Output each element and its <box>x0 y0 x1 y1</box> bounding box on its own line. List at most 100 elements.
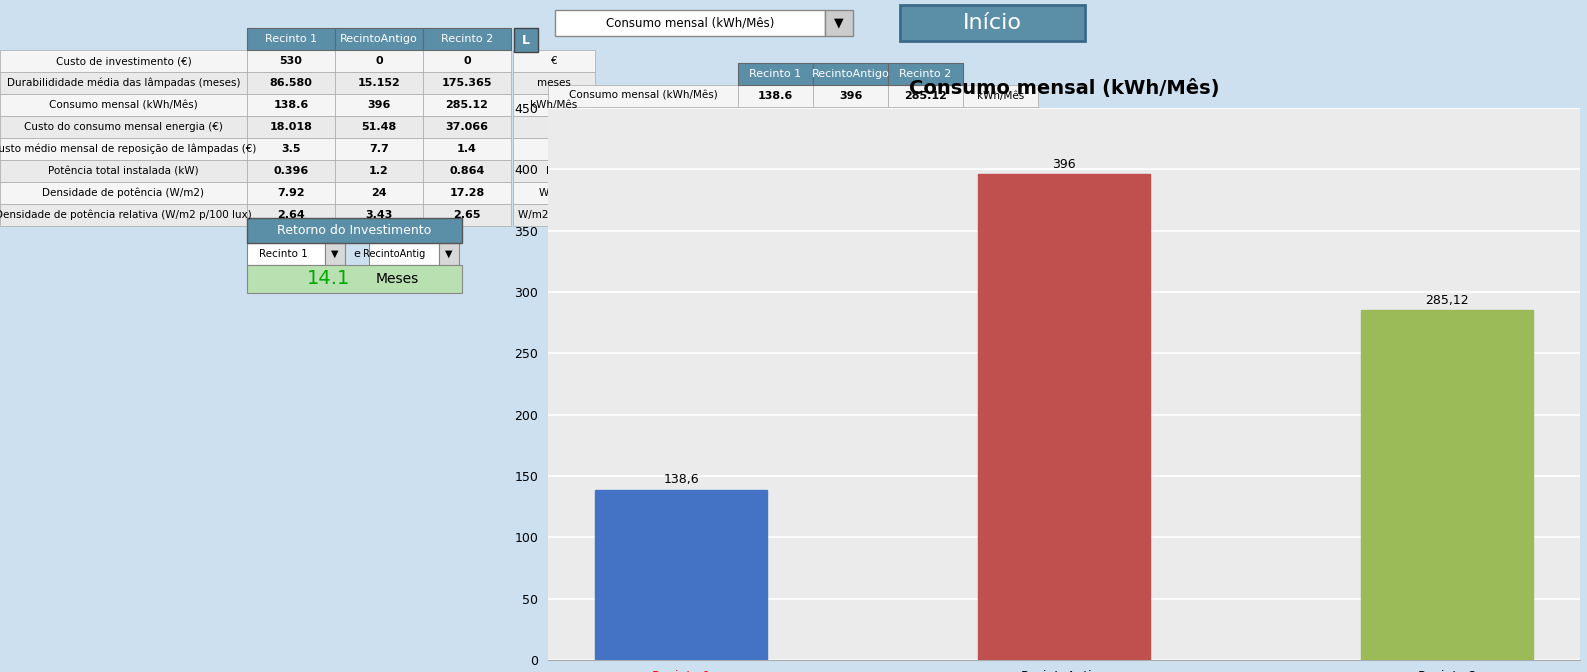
Text: €: € <box>551 56 557 66</box>
Bar <box>248 243 325 265</box>
Text: 17.28: 17.28 <box>449 188 484 198</box>
Bar <box>0 160 248 182</box>
Bar <box>335 160 424 182</box>
Text: 24: 24 <box>371 188 387 198</box>
Bar <box>248 28 335 50</box>
Bar <box>424 204 511 226</box>
Text: Recinto 2: Recinto 2 <box>900 69 952 79</box>
Text: Densidade de potência relativa (W/m2 p/100 lux): Densidade de potência relativa (W/m2 p/1… <box>0 210 252 220</box>
Text: Meses: Meses <box>376 272 419 286</box>
Text: Consumo mensal (kWh/Mês): Consumo mensal (kWh/Mês) <box>49 100 198 110</box>
Bar <box>825 10 852 36</box>
Text: 7.7: 7.7 <box>370 144 389 154</box>
Bar <box>813 85 889 107</box>
Text: 2.64: 2.64 <box>278 210 305 220</box>
Text: W/m2: W/m2 <box>538 188 570 198</box>
Text: 396: 396 <box>1052 157 1076 171</box>
Text: 396: 396 <box>840 91 862 101</box>
Text: 18.018: 18.018 <box>270 122 313 132</box>
Bar <box>335 182 424 204</box>
Bar <box>248 138 335 160</box>
Text: Densidade de potência (W/m2): Densidade de potência (W/m2) <box>43 187 205 198</box>
Text: 0: 0 <box>375 56 382 66</box>
Text: Início: Início <box>963 13 1022 33</box>
Text: RecintoAntigo: RecintoAntigo <box>811 69 889 79</box>
Bar <box>513 72 595 94</box>
Text: €: € <box>551 144 557 154</box>
Text: KW: KW <box>546 166 562 176</box>
Text: 138.6: 138.6 <box>273 100 308 110</box>
Text: 86.580: 86.580 <box>270 78 313 88</box>
Text: W/m2/100 lux: W/m2/100 lux <box>517 210 590 220</box>
Bar <box>514 28 538 52</box>
Bar <box>900 5 1086 41</box>
Bar <box>555 10 825 36</box>
Text: 1.2: 1.2 <box>370 166 389 176</box>
Text: 7.92: 7.92 <box>278 188 305 198</box>
Bar <box>335 116 424 138</box>
Text: €: € <box>551 122 557 132</box>
Bar <box>978 174 1151 660</box>
Bar <box>248 50 335 72</box>
Text: Recinto 2: Recinto 2 <box>441 34 494 44</box>
Bar <box>424 72 511 94</box>
Text: 3.5: 3.5 <box>281 144 302 154</box>
Text: Retorno do Investimento: Retorno do Investimento <box>278 224 432 237</box>
Bar <box>370 243 440 265</box>
Bar <box>248 160 335 182</box>
Text: Custo médio mensal de reposição de lâmpadas (€): Custo médio mensal de reposição de lâmpa… <box>0 144 256 155</box>
Text: kWh/Mês: kWh/Mês <box>978 91 1024 101</box>
Bar <box>424 50 511 72</box>
Text: Potência total instalada (kW): Potência total instalada (kW) <box>48 166 198 176</box>
Text: 285.12: 285.12 <box>446 100 489 110</box>
Text: 285,12: 285,12 <box>1425 294 1468 306</box>
Bar <box>513 138 595 160</box>
Bar <box>0 72 248 94</box>
Bar <box>738 85 813 107</box>
Bar <box>424 94 511 116</box>
Bar <box>0 116 248 138</box>
Text: RecintoAntigo: RecintoAntigo <box>340 34 417 44</box>
Bar <box>248 116 335 138</box>
Bar <box>248 218 462 243</box>
Bar <box>513 204 595 226</box>
Text: RecintoAntig: RecintoAntig <box>363 249 425 259</box>
Bar <box>0 182 248 204</box>
Bar <box>0 138 248 160</box>
Text: 138,6: 138,6 <box>663 473 698 487</box>
Text: 37.066: 37.066 <box>446 122 489 132</box>
Bar <box>813 63 889 85</box>
Bar <box>248 72 335 94</box>
Text: 0.864: 0.864 <box>449 166 484 176</box>
Text: ▼: ▼ <box>332 249 338 259</box>
Bar <box>889 85 963 107</box>
Text: Custo do consumo mensal energia (€): Custo do consumo mensal energia (€) <box>24 122 222 132</box>
Text: Recinto 1: Recinto 1 <box>749 69 801 79</box>
Bar <box>513 94 595 116</box>
Bar <box>325 243 344 265</box>
Bar <box>513 160 595 182</box>
Bar <box>335 138 424 160</box>
Bar <box>0 204 248 226</box>
Text: Recinto 1: Recinto 1 <box>259 249 308 259</box>
Bar <box>513 116 595 138</box>
Text: L: L <box>522 34 530 46</box>
Bar <box>248 94 335 116</box>
Text: Recinto 1: Recinto 1 <box>265 34 317 44</box>
Text: 3.43: 3.43 <box>365 210 392 220</box>
Bar <box>595 490 767 660</box>
Bar <box>424 138 511 160</box>
Bar <box>424 182 511 204</box>
Text: e: e <box>354 249 360 259</box>
Text: ▼: ▼ <box>835 17 844 30</box>
Text: Custo de investimento (€): Custo de investimento (€) <box>56 56 192 66</box>
Bar <box>513 182 595 204</box>
Text: 138.6: 138.6 <box>759 91 794 101</box>
Text: Consumo mensal (kWh/Mês): Consumo mensal (kWh/Mês) <box>568 91 717 101</box>
Bar <box>335 72 424 94</box>
Bar <box>248 265 462 293</box>
Bar <box>424 160 511 182</box>
Text: 2.65: 2.65 <box>454 210 481 220</box>
Text: 0.396: 0.396 <box>273 166 308 176</box>
Text: kWh/Mês: kWh/Mês <box>530 100 578 110</box>
